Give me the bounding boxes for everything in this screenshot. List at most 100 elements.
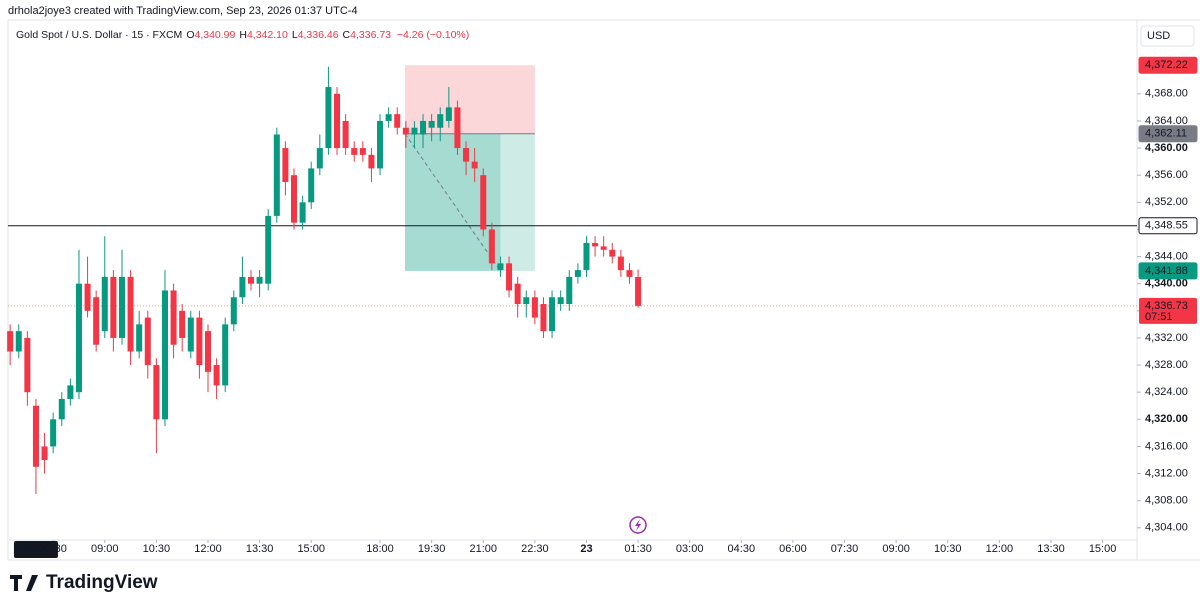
- y-tick-label: 4,316.00: [1145, 440, 1188, 452]
- x-tick-label: 09:00: [882, 543, 910, 555]
- currency-box[interactable]: [1140, 25, 1195, 47]
- candle-body: [411, 127, 418, 135]
- x-tick-label: 10:30: [143, 543, 171, 555]
- candle-body: [316, 148, 323, 169]
- ohlc-value: 4,340.99: [194, 29, 236, 41]
- candle-body: [531, 297, 538, 318]
- candle-body: [334, 93, 341, 149]
- symbol: Gold Spot / U.S. Dollar · 15 · FXCM: [16, 29, 183, 41]
- candle-body: [41, 446, 48, 460]
- ohlc-key: O: [186, 29, 195, 41]
- candle-body: [213, 365, 220, 386]
- x-tick-label: 06:00: [779, 543, 807, 555]
- candle-body: [420, 120, 427, 135]
- candle-body: [488, 229, 495, 264]
- ohlc-key: L: [291, 29, 298, 41]
- candle-body: [471, 161, 478, 169]
- candle-body: [222, 324, 229, 386]
- x-tick-label: 04:30: [728, 543, 756, 555]
- candle-body: [136, 324, 143, 352]
- y-tick-label: 4,320.00: [1145, 413, 1188, 425]
- candle-body: [93, 297, 100, 345]
- candle-body: [506, 263, 513, 291]
- candle-body: [75, 283, 82, 393]
- candle-body: [32, 405, 39, 467]
- candle-body: [230, 297, 237, 325]
- x-tick-label: 12:00: [194, 543, 222, 555]
- candle-body: [635, 276, 642, 306]
- candle-body: [170, 290, 177, 345]
- candle-body: [179, 310, 186, 338]
- candle-body: [291, 175, 298, 223]
- entry-tag: 4,362.11: [1145, 128, 1187, 140]
- candle-body: [626, 270, 633, 277]
- candle-body: [342, 120, 349, 149]
- candle-body: [463, 148, 470, 162]
- candle-body: [196, 317, 203, 366]
- event-icon[interactable]: [629, 516, 647, 534]
- y-tick-label: 4,324.00: [1145, 386, 1188, 398]
- candle-body: [101, 276, 108, 332]
- y-tick-label: 4,364.00: [1145, 115, 1188, 127]
- candle-body: [67, 385, 74, 399]
- candle-body: [325, 87, 332, 149]
- candle-body: [118, 276, 125, 338]
- countdown: 07:51: [1145, 311, 1173, 323]
- candle-body: [609, 249, 616, 257]
- candle-body: [153, 365, 160, 420]
- candle-body: [308, 168, 315, 203]
- x-tick-label: 03:00: [676, 543, 704, 555]
- candle-body: [377, 120, 384, 169]
- ohlc-key: H: [239, 29, 247, 41]
- credit: drhola2joye3 created with TradingView.co…: [8, 5, 358, 17]
- y-tick-label: 4,344.00: [1145, 250, 1188, 262]
- candle-body: [144, 317, 151, 366]
- last-price-bg: [1139, 297, 1197, 324]
- candle-body: [497, 263, 504, 271]
- x-tick-label: 13:30: [246, 543, 274, 555]
- y-tick-label: 4,332.00: [1145, 332, 1188, 344]
- logo: TradingView: [10, 572, 158, 594]
- candle-body: [187, 317, 194, 352]
- cursor-label: 06:00: [22, 543, 50, 555]
- target-zone: [404, 133, 535, 271]
- entry-tag-bg: [1138, 125, 1198, 143]
- y-tick-label: 4,308.00: [1145, 495, 1188, 507]
- x-tick-label: 07:30: [831, 543, 859, 555]
- candle-body: [15, 331, 22, 352]
- x-tick-label: 09:00: [91, 543, 119, 555]
- y-tick-label: 4,340.00: [1145, 278, 1188, 290]
- candle-body: [58, 398, 65, 420]
- candle-body: [385, 114, 392, 121]
- candle-body: [540, 304, 547, 332]
- candle-body: [480, 175, 487, 230]
- candle-body: [282, 148, 289, 182]
- x-tick-label: 19:30: [418, 543, 446, 555]
- candle-body: [84, 283, 91, 311]
- x-tick-label: 10:30: [934, 543, 962, 555]
- candle-body: [445, 107, 452, 121]
- logo-text: TradingView: [46, 572, 158, 593]
- y-tick-label: 4,368.00: [1145, 88, 1188, 100]
- candle-body: [592, 243, 599, 247]
- ohlc-key: C: [342, 29, 351, 41]
- y-tick-label: 4,356.00: [1145, 169, 1188, 181]
- price-axis: [1137, 20, 1200, 560]
- y-tick-label: 4,304.00: [1145, 522, 1188, 534]
- line-tag-bg: [1138, 217, 1198, 235]
- y-tick-label: 4,328.00: [1145, 359, 1188, 371]
- candle-body: [110, 276, 117, 338]
- x-tick-label: 12:00: [986, 543, 1014, 555]
- ohlc-value: 4,336.46: [297, 29, 339, 41]
- x-tick-label: 21:00: [469, 543, 497, 555]
- candle-body: [523, 297, 530, 305]
- candle-body: [161, 290, 168, 420]
- candle-body: [359, 148, 366, 155]
- candle-body: [437, 114, 444, 128]
- line-tag: 4,348.55: [1145, 220, 1188, 232]
- x-tick-label: 18:00: [366, 543, 394, 555]
- stop-tag-bg: [1138, 56, 1198, 74]
- candle-body: [514, 283, 521, 305]
